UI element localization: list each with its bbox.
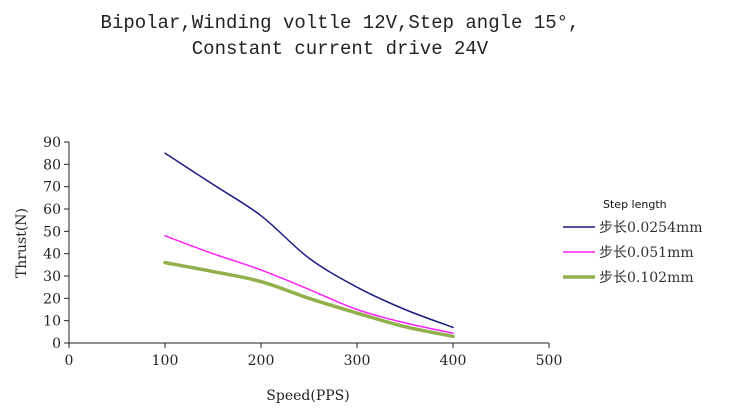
y-tick-label: 70 — [43, 180, 61, 196]
y-tick-label: 50 — [43, 224, 61, 240]
x-tick-label: 0 — [65, 353, 74, 369]
y-tick-label: 20 — [43, 291, 61, 307]
series-line-2 — [163, 260, 455, 339]
y-tick-label: 10 — [43, 314, 61, 330]
legend-label-1: 步长0.051mm — [599, 245, 694, 261]
series-line-1 — [164, 235, 454, 334]
x-tick-label: 300 — [344, 353, 371, 369]
y-tick-label: 90 — [43, 135, 61, 151]
y-tick-label: 30 — [43, 269, 61, 285]
x-tick-label: 500 — [536, 353, 563, 369]
legend-title: Step length — [603, 198, 667, 211]
y-tick-label: 80 — [43, 157, 61, 173]
legend-label-2: 步长0.102mm — [599, 270, 694, 286]
x-tick-label: 100 — [152, 353, 179, 369]
series-line-0 — [164, 152, 454, 329]
legend-label-0: 步长0.0254mm — [599, 220, 703, 236]
x-tick-label: 200 — [248, 353, 275, 369]
x-axis-label: Speed(PPS) — [266, 388, 349, 404]
chart-subtitle: Constant current drive 24V — [191, 38, 489, 60]
y-axis-label: Thrust(N) — [14, 208, 30, 278]
x-tick-label: 400 — [440, 353, 467, 369]
y-tick-label: 60 — [43, 202, 61, 218]
y-tick-label: 0 — [52, 336, 61, 352]
y-tick-label: 40 — [43, 247, 61, 263]
chart-title: Bipolar,Winding voltle 12V,Step angle 15… — [100, 12, 580, 34]
